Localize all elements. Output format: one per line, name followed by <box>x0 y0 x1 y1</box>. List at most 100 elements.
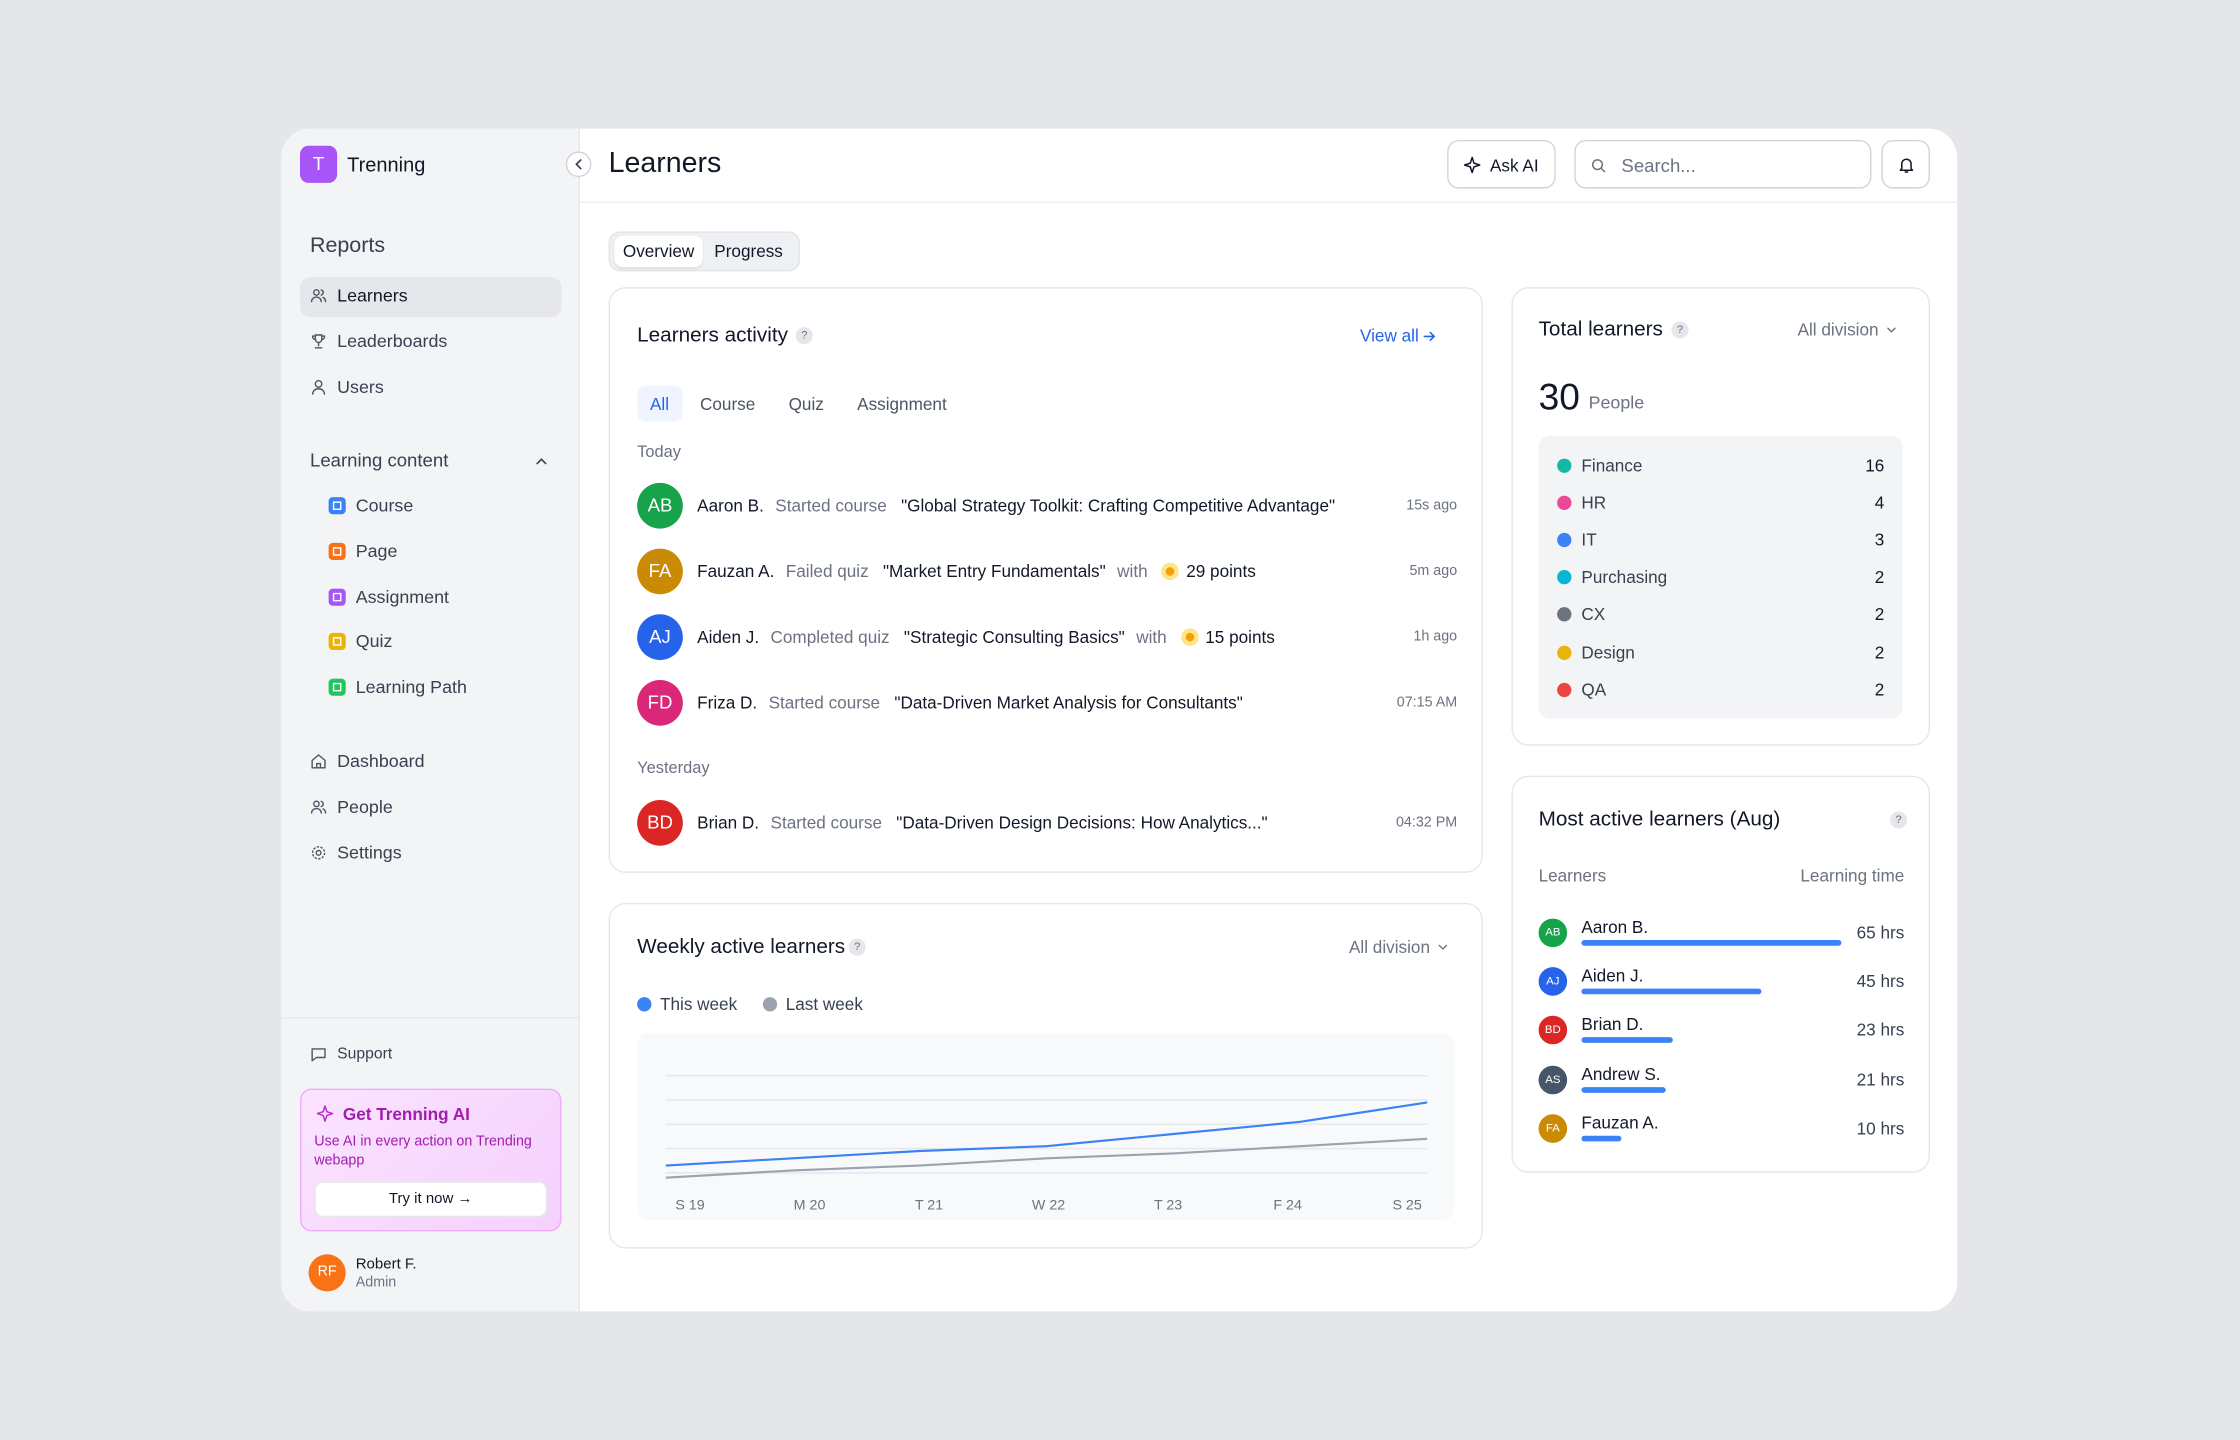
plot-background <box>637 1032 1455 1220</box>
icon-shape <box>320 800 327 814</box>
time-bar <box>1581 1135 1622 1142</box>
promo-title: Get Trenning AI <box>342 1104 470 1125</box>
tab[interactable]: Overview <box>622 241 695 262</box>
column-header: Learning time <box>1800 865 1905 886</box>
filter-chevron <box>1438 944 1448 950</box>
icon-shape <box>536 458 547 465</box>
nav-item[interactable]: People <box>337 797 393 818</box>
icon-shape <box>316 762 322 768</box>
nav-icon <box>311 380 326 395</box>
time-label: 45 hrs <box>1856 971 1905 992</box>
points: 15 points <box>1205 627 1275 648</box>
icon-shape <box>311 1048 326 1062</box>
avatar: AB <box>637 482 683 529</box>
activity-subject: "Global Strategy Toolkit: Crafting Compe… <box>901 495 1336 516</box>
nav-item[interactable]: Settings <box>337 842 402 863</box>
division-dot <box>1557 495 1572 511</box>
icon-shape <box>311 388 326 395</box>
avatar: AB <box>1538 918 1568 948</box>
division-count: 3 <box>1874 530 1885 551</box>
division-name: HR <box>1581 492 1607 513</box>
column-header: Learners <box>1538 865 1607 886</box>
icon-shape <box>310 289 327 303</box>
card-title: Learners activity <box>637 324 788 348</box>
support-link[interactable]: Support <box>337 1045 393 1063</box>
time-bar <box>1581 1037 1674 1044</box>
nav-item[interactable]: Assignment <box>355 586 450 607</box>
nav-item[interactable]: Learning Path <box>355 677 467 698</box>
nav-item[interactable]: Dashboard <box>337 751 425 772</box>
icon-shape <box>310 807 322 814</box>
filter-tab[interactable]: All <box>649 394 670 415</box>
avatar: AS <box>1538 1065 1568 1094</box>
icon-shape <box>311 846 326 860</box>
x-tick-label: T 23 <box>1154 1197 1182 1213</box>
activity-text: Fauzan A. Failed quiz "Market Entry Fundam… <box>697 561 1256 581</box>
content-icon <box>328 587 346 606</box>
header-divider <box>579 201 1958 203</box>
group-label: Today <box>637 444 681 462</box>
nav-item[interactable]: Learners <box>337 285 408 306</box>
sidebar-divider <box>281 1017 580 1019</box>
division-name: Purchasing <box>1581 567 1668 588</box>
activity-subject: "Strategic Consulting Basics" <box>903 627 1125 648</box>
nav-item[interactable]: Users <box>337 377 384 398</box>
search-box[interactable]: Search... <box>1574 139 1872 189</box>
nav-item[interactable]: Leaderboards <box>337 331 448 352</box>
filter-tab[interactable]: Course <box>699 394 756 415</box>
x-tick-label: S 25 <box>1392 1197 1421 1213</box>
ask-ai-button[interactable]: Ask AI <box>1447 139 1556 189</box>
nav-icon <box>311 754 326 769</box>
division-name: QA <box>1581 679 1607 700</box>
learner-name: Brian D. <box>1581 1014 1644 1035</box>
division-list <box>1538 435 1903 719</box>
x-tick-label: F 24 <box>1273 1197 1302 1213</box>
nav-item[interactable]: Page <box>355 541 398 562</box>
division-name: CX <box>1581 604 1606 625</box>
points-icon <box>1180 628 1199 646</box>
filter-tab[interactable]: Assignment <box>857 394 947 415</box>
x-tick-label: S 19 <box>675 1197 704 1213</box>
chart-title: Weekly active learners <box>637 935 846 959</box>
division-filter[interactable]: All division <box>1348 937 1430 958</box>
nav-item[interactable]: Course <box>355 495 414 516</box>
icon-shape <box>310 296 322 303</box>
notifications-button[interactable] <box>1881 139 1930 189</box>
content-icon <box>328 497 346 515</box>
activity-action: Failed quiz <box>785 561 869 582</box>
legend-swatch <box>762 997 778 1012</box>
avatar: RF <box>308 1254 346 1292</box>
section-title: Learning content <box>309 449 449 471</box>
nav-icon <box>310 289 327 303</box>
nav-icon <box>310 800 327 814</box>
icon-shape <box>1438 944 1448 950</box>
division-count: 2 <box>1874 604 1885 625</box>
view-all-link[interactable]: View all <box>1359 325 1419 346</box>
activity-text: Brian D. Started course "Data-Driven Desig… <box>697 813 1279 833</box>
activity-card <box>608 287 1483 873</box>
icon-shape <box>314 334 323 344</box>
time-bar <box>1581 939 1842 946</box>
nav-item[interactable]: Quiz <box>355 631 393 652</box>
learner-name: Aaron B. <box>1581 917 1649 938</box>
icon-shape <box>1887 327 1896 333</box>
app-name: Trenning <box>347 152 426 176</box>
tab[interactable]: Progress <box>714 241 783 262</box>
time-label: 23 hrs <box>1856 1020 1905 1041</box>
collapse-button[interactable] <box>565 151 592 178</box>
division-name: IT <box>1581 530 1597 551</box>
time-label: 21 hrs <box>1856 1069 1905 1090</box>
card-title: Most active learners (Aug) <box>1538 808 1781 832</box>
icon-shape <box>315 849 322 856</box>
activity-text: Aaron B. Started course "Global Strategy T… <box>697 496 1346 516</box>
user-name: Robert F. <box>355 1255 417 1273</box>
user-role: Admin <box>355 1274 397 1291</box>
time-bar <box>1581 1086 1666 1093</box>
icon-shape <box>1423 331 1436 342</box>
avatar: BD <box>1538 1016 1568 1045</box>
filter-tab[interactable]: Quiz <box>788 394 824 415</box>
division-filter[interactable]: All division <box>1797 319 1879 340</box>
legend-label: Last week <box>785 994 863 1015</box>
promo-button[interactable]: Try it now → <box>314 1181 548 1218</box>
